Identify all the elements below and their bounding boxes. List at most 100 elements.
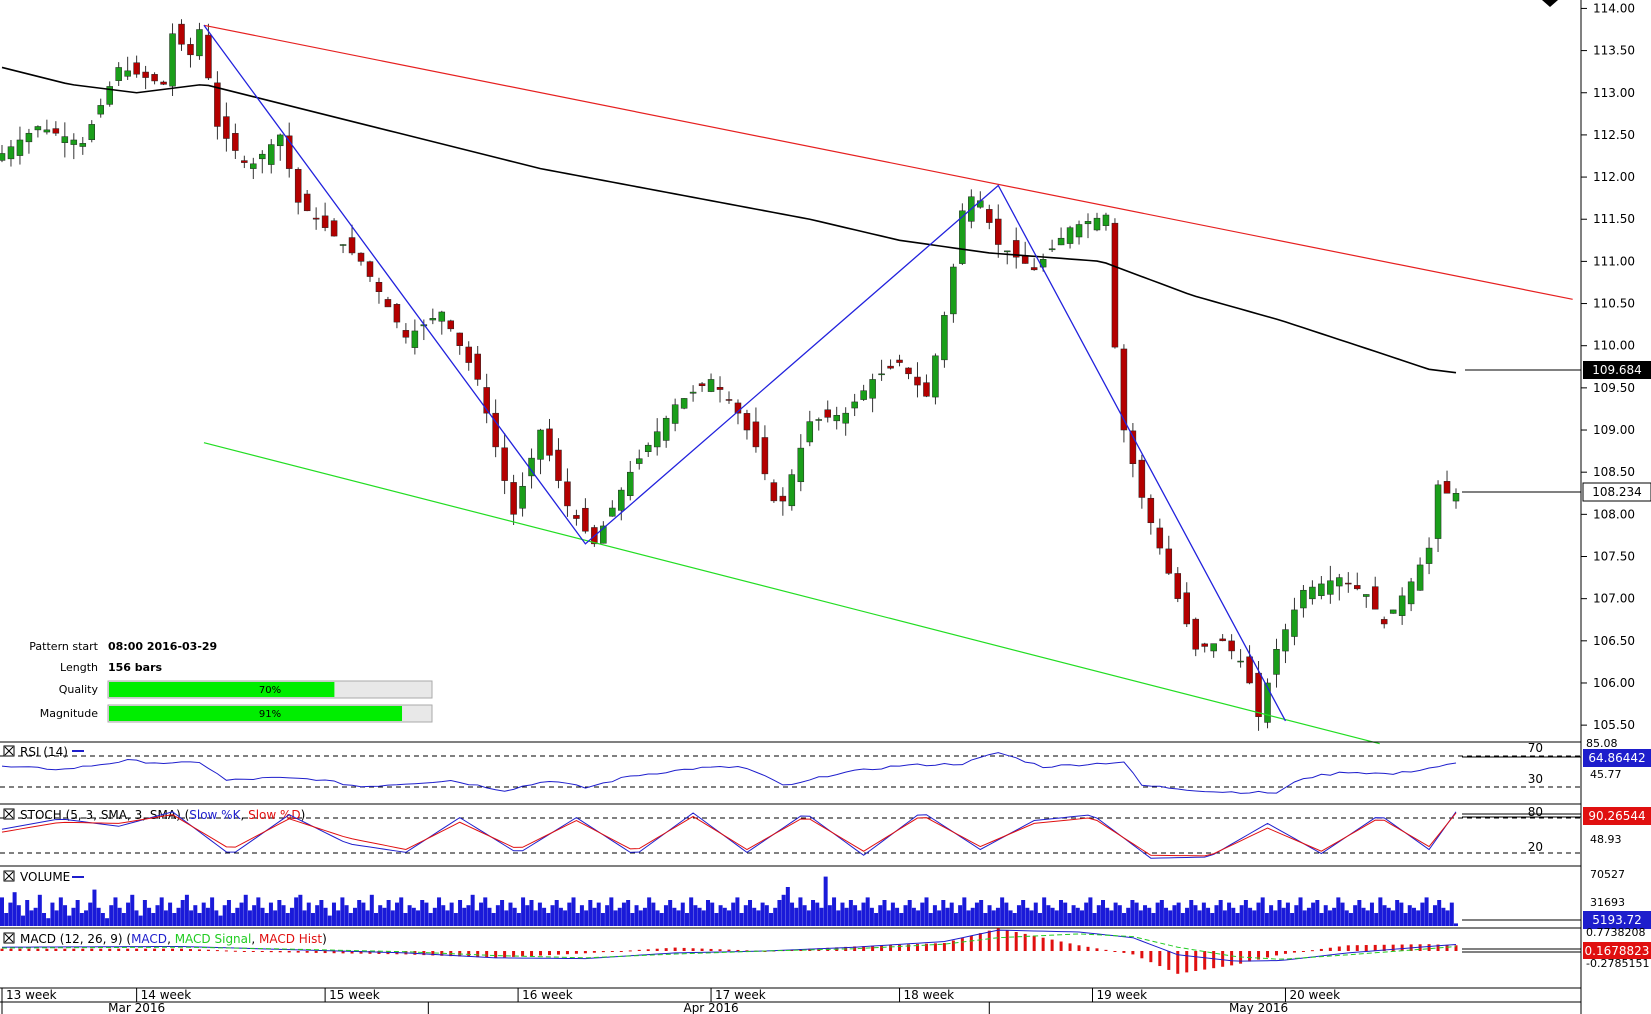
candle-body [465, 346, 472, 363]
volume-bar [1016, 905, 1021, 926]
candle [797, 434, 805, 492]
candle [662, 415, 670, 448]
volume-bar [937, 910, 942, 926]
volume-bar [693, 905, 698, 926]
candle [716, 376, 724, 403]
volume-bar [1319, 913, 1324, 926]
macd-panel[interactable]: MACD (12, 26, 9) (MACD, MACD Signal, MAC… [0, 926, 1651, 974]
candle-body [79, 143, 87, 147]
volume-bar [718, 905, 723, 926]
volume-bar [714, 913, 719, 926]
volume-bar [310, 913, 315, 926]
volume-bar [684, 913, 689, 926]
candle-body [1030, 267, 1038, 271]
rsi-panel[interactable]: RSI (14) 70 30 85.08 45.77 64.86442 [0, 737, 1651, 794]
volume-bar [1164, 907, 1169, 926]
volume-bar [386, 900, 391, 926]
candle [564, 468, 571, 517]
candle-body [653, 431, 661, 448]
candle [142, 65, 149, 90]
macd-hist-bar [1337, 946, 1341, 951]
volume-bar [848, 900, 853, 926]
volume-bar [605, 905, 610, 926]
candle-body [824, 409, 831, 418]
candle-body [1425, 547, 1433, 564]
candle-body [815, 419, 823, 421]
volume-panel[interactable]: VOLUME 70527 31693 5193.72 [0, 865, 1651, 929]
stoch-k-line [1, 811, 1457, 859]
volume-bar [197, 913, 202, 926]
candle-body [1354, 585, 1361, 590]
macd-hist-bar [341, 951, 345, 954]
volume-bar [1197, 910, 1202, 926]
volume-bar [1214, 905, 1219, 926]
macd-hist-bar [117, 948, 121, 951]
candle-body [671, 404, 679, 424]
volume-bar [958, 905, 963, 926]
volume-current-badge [1583, 911, 1651, 929]
candle [1111, 218, 1119, 349]
macd-hist-bar [655, 948, 659, 951]
volume-bar [1176, 902, 1181, 926]
candle [205, 23, 212, 80]
volume-bar [516, 913, 521, 926]
stoch-panel[interactable]: STOCH (5, 3, SMA, 3, SMA) (Slow %K, Slow… [0, 803, 1651, 859]
candle [1371, 576, 1379, 610]
current-price-text: 108.234 [1592, 485, 1642, 499]
volume-bar [983, 913, 988, 926]
volume-bar [832, 897, 837, 926]
volume-bar [411, 907, 416, 926]
candle-body [1398, 595, 1406, 616]
volume-bar [210, 897, 215, 926]
volume-bar [911, 907, 916, 926]
volume-bar [4, 913, 9, 926]
candle-body [1273, 649, 1280, 675]
volume-bar [869, 907, 874, 926]
volume-bar [979, 900, 984, 926]
volume-bar [21, 915, 26, 926]
macd-hist-bar [915, 944, 919, 951]
price-tick-label: 114.00 [1593, 1, 1635, 15]
candle [1156, 518, 1164, 555]
volume-bar [1037, 913, 1042, 926]
candle [169, 23, 176, 96]
macd-top-value: 0.7738208 [1586, 926, 1646, 939]
candle-body [1111, 222, 1119, 348]
volume-bar [651, 902, 656, 926]
volume-bar [727, 910, 731, 926]
candle [483, 373, 490, 424]
candle-body [1183, 592, 1190, 625]
week-label: 18 week [904, 988, 955, 1002]
candle [519, 472, 526, 517]
macd-hist-bar [592, 951, 596, 953]
candle-body [914, 376, 921, 386]
candle [1398, 587, 1406, 625]
volume-bar [449, 902, 454, 926]
price-tick-label: 112.00 [1593, 170, 1635, 184]
candle-body [429, 318, 437, 321]
macd-hist-bar [1445, 944, 1449, 951]
volume-bar [764, 905, 769, 926]
macd-hist-bar [224, 950, 228, 952]
candle-body [555, 449, 562, 481]
volume-bar [697, 907, 702, 926]
volume-bar [1277, 900, 1282, 926]
volume-bar [420, 900, 425, 926]
volume-bar [1298, 897, 1303, 926]
stoch-level-20: 20 [1528, 840, 1543, 854]
price-panel[interactable] [0, 19, 1573, 745]
candle [680, 397, 688, 410]
volume-bar [655, 910, 660, 926]
volume-bar [790, 902, 795, 926]
macd-hist-bar [745, 950, 749, 952]
rsi-close-x-icon [4, 746, 14, 756]
volume-bar [1437, 900, 1442, 926]
scroll-arrow-icon[interactable] [1542, 0, 1558, 7]
week-label: 20 week [1289, 988, 1340, 1002]
volume-bar [479, 902, 484, 926]
macd-hist-bar [601, 951, 605, 953]
candle [1309, 580, 1316, 605]
volume-bar [441, 905, 446, 926]
macd-hist-bar [547, 951, 551, 956]
candle-body [1192, 618, 1199, 650]
